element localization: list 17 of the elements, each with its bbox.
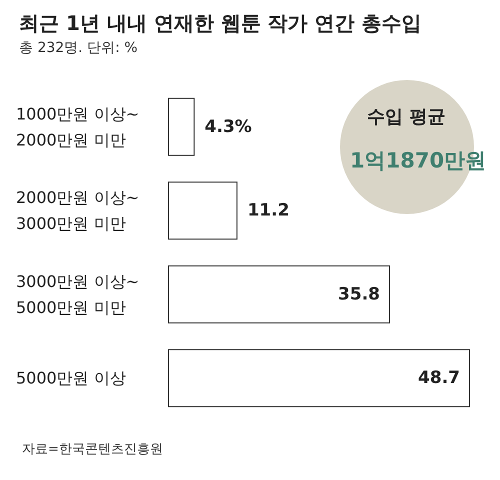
y-tick-label: 5000만원 이상	[16, 368, 126, 388]
bar	[168, 182, 238, 240]
y-tick-label: 2000만원 이상~ 3000만원 미만	[16, 188, 140, 234]
annotation: 1억1870만원	[350, 148, 486, 172]
data-label: 11.2	[247, 200, 290, 221]
bar	[168, 349, 470, 408]
data-label: 35.8	[338, 284, 380, 304]
chart-subtitle: 총 232명. 단위: %	[19, 40, 138, 56]
bar	[168, 98, 195, 156]
annotation: 수입 평균	[367, 106, 446, 128]
y-tick-label: 3000만원 이상~ 5000만원 미만	[16, 272, 140, 317]
chart-title: 최근 1년 내내 연재한 웹툰 작가 연간 총수입	[19, 11, 422, 35]
y-tick-label: 1000만원 이상~ 2000만원 미만	[16, 104, 140, 150]
text: 자료=한국콘텐츠진흥원	[22, 442, 163, 457]
data-label: 48.7	[418, 368, 460, 388]
bar	[168, 265, 390, 324]
data-label: 4.3%	[204, 116, 252, 137]
